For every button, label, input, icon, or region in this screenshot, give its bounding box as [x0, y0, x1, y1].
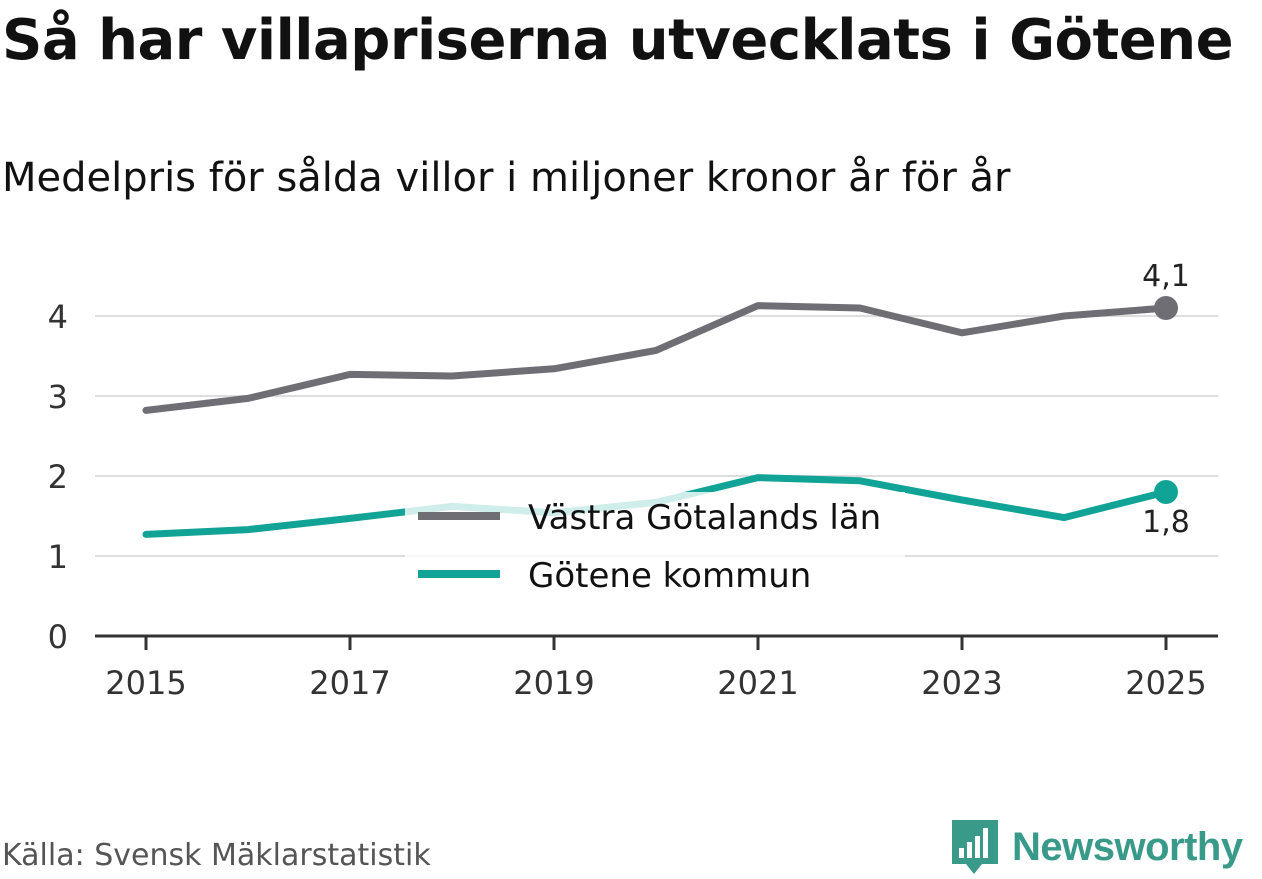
x-tick-label-2023: 2023 — [921, 664, 1002, 702]
y-tick-label-1: 1 — [48, 538, 68, 576]
end-marker-gotene-kommun — [1154, 480, 1178, 504]
x-tick-label-2017: 2017 — [309, 664, 390, 702]
y-tick-label-2: 2 — [48, 458, 68, 496]
chart-title: Så har villapriserna utvecklats i Götene — [2, 8, 1234, 73]
y-tick-label-3: 3 — [48, 378, 68, 416]
chart-subtitle: Medelpris för sålda villor i miljoner kr… — [2, 155, 1011, 201]
brand-name: Newsworthy — [1012, 824, 1243, 869]
legend-background — [405, 492, 905, 597]
series-line-vastra-gotalands-lan — [142, 302, 1170, 414]
newsworthy-logo-icon — [952, 820, 998, 874]
newsworthy-logo: Newsworthy — [950, 818, 1243, 876]
x-tick-label-2019: 2019 — [513, 664, 594, 702]
end-value-label-vastra-gotalands-lan: 4,1 — [1142, 259, 1190, 294]
legend-label-vastra-gotalands-lan: Västra Götalands län — [528, 498, 881, 538]
y-tick-label-4: 4 — [48, 298, 68, 336]
end-marker-vastra-gotalands-lan — [1154, 296, 1178, 320]
y-tick-label-0: 0 — [48, 618, 68, 656]
legend-label-gotene-kommun: Götene kommun — [528, 556, 811, 596]
x-tick-label-2025: 2025 — [1125, 664, 1206, 702]
source-note: Källa: Svensk Mäklarstatistik — [2, 838, 431, 873]
x-tick-label-2021: 2021 — [717, 664, 798, 702]
x-tick-label-2015: 2015 — [105, 664, 186, 702]
end-value-label-gotene-kommun: 1,8 — [1142, 505, 1190, 540]
